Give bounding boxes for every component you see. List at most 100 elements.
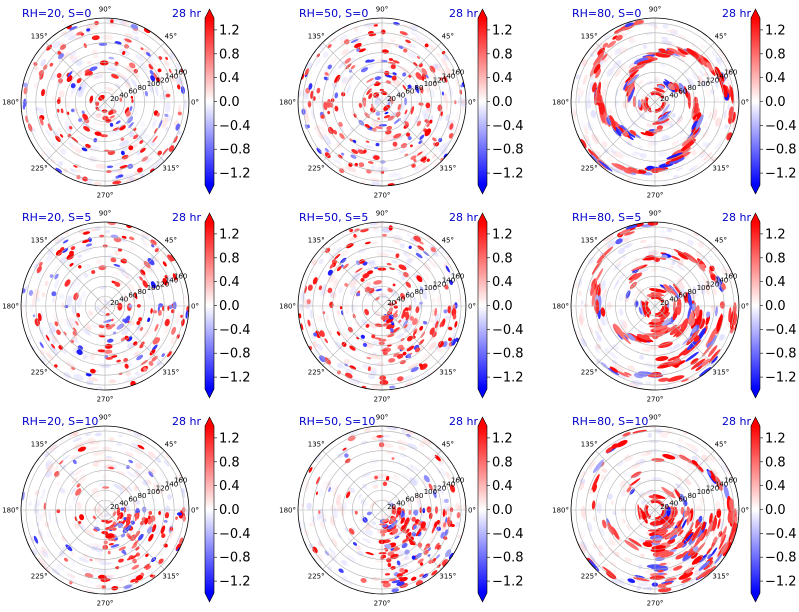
noise-patch xyxy=(331,537,338,547)
convective-cell xyxy=(443,498,449,504)
noise-patch xyxy=(627,46,635,52)
noise-patch xyxy=(632,151,644,156)
noise-patch xyxy=(638,538,647,543)
convective-cell xyxy=(149,349,156,356)
convective-cell xyxy=(397,103,402,111)
noise-patch xyxy=(156,118,162,130)
angle-tick-label: 270° xyxy=(97,396,114,404)
convective-cell xyxy=(39,117,44,126)
convective-cell xyxy=(405,132,411,137)
noise-patch xyxy=(119,490,124,495)
convective-cell xyxy=(355,267,363,273)
noise-patch xyxy=(675,342,682,348)
noise-patch xyxy=(699,306,702,311)
noise-patch xyxy=(712,529,716,537)
noise-patch xyxy=(676,116,683,125)
noise-patch xyxy=(70,83,78,95)
colorbar-outline xyxy=(204,8,215,195)
noise-patch xyxy=(92,26,99,29)
noise-patch xyxy=(59,462,65,468)
convective-cell xyxy=(112,180,122,185)
noise-patch xyxy=(727,103,731,110)
noise-patch xyxy=(423,113,430,122)
convective-cell xyxy=(391,588,400,593)
angle-tick-label: 180° xyxy=(552,303,569,311)
noise-patch xyxy=(706,478,713,488)
angular-gridline xyxy=(45,42,106,103)
noise-patch xyxy=(718,61,726,71)
convective-cell xyxy=(396,507,402,516)
noise-patch xyxy=(342,469,351,478)
convective-cell xyxy=(611,526,620,540)
noise-patch xyxy=(717,253,722,259)
noise-patch xyxy=(692,162,701,169)
convective-cell xyxy=(116,513,122,521)
convective-cell xyxy=(146,52,151,57)
convective-cell xyxy=(712,517,718,532)
convective-cell xyxy=(45,334,50,341)
polar-panel: 20 40 60 80 1001201401600°45°90°135°180°225°… xyxy=(279,210,523,404)
colorbar-tick-label: 0.4 xyxy=(219,71,240,86)
convective-cell xyxy=(699,263,706,270)
noise-patch xyxy=(404,43,413,48)
convective-cell xyxy=(327,110,331,115)
noise-patch xyxy=(614,263,621,271)
radial-tick-label: 60 xyxy=(128,496,137,504)
convective-cell xyxy=(327,44,332,49)
convective-cell xyxy=(139,276,143,281)
panel-time-label: 28 hr xyxy=(449,415,478,428)
noise-patch xyxy=(130,77,138,89)
colorbar-tick-label: −1.2 xyxy=(492,575,524,590)
convective-cell xyxy=(446,516,450,525)
convective-cell xyxy=(91,270,96,274)
noise-patch xyxy=(649,249,659,256)
noise-patch xyxy=(429,260,437,268)
convective-cell xyxy=(405,528,410,534)
convective-cell xyxy=(460,84,463,88)
noise-patch xyxy=(619,47,629,55)
convective-cell xyxy=(356,292,361,297)
noise-patch xyxy=(304,106,308,118)
noise-patch xyxy=(678,103,685,113)
convective-cell xyxy=(62,247,69,253)
noise-patch xyxy=(74,121,81,130)
convective-cell xyxy=(124,363,129,369)
noise-patch xyxy=(161,335,167,343)
noise-patch xyxy=(629,463,641,470)
convective-cell xyxy=(75,488,82,496)
radial-tick-label: 80 xyxy=(415,288,424,296)
noise-patch xyxy=(341,230,351,236)
convective-cell xyxy=(312,277,318,285)
noise-patch xyxy=(704,246,710,252)
noise-patch xyxy=(320,125,328,137)
convective-cell xyxy=(389,516,397,524)
colorbar-outline xyxy=(204,212,215,399)
noise-patch xyxy=(53,531,58,539)
noise-patch xyxy=(640,553,645,558)
convective-cell xyxy=(54,273,59,280)
noise-patch xyxy=(340,53,349,61)
convective-cell xyxy=(690,358,706,370)
noise-patch xyxy=(431,280,437,291)
convective-cell xyxy=(391,457,395,460)
noise-patch xyxy=(305,482,310,492)
colorbar-outline xyxy=(477,8,488,195)
convective-cell xyxy=(624,539,640,551)
convective-cell xyxy=(95,101,100,106)
noise-patch xyxy=(401,473,409,479)
noise-patch xyxy=(405,465,415,472)
noise-patch xyxy=(576,330,583,340)
noise-patch xyxy=(691,43,696,48)
noise-patch xyxy=(322,480,329,489)
convective-cell xyxy=(693,53,704,65)
noise-patch xyxy=(332,485,338,497)
convective-cell xyxy=(383,114,391,119)
convective-cell xyxy=(354,162,358,167)
convective-cell xyxy=(171,326,177,335)
convective-cell xyxy=(439,321,443,328)
noise-patch xyxy=(161,116,168,129)
noise-patch xyxy=(616,103,623,114)
convective-cell xyxy=(680,146,688,152)
noise-patch xyxy=(714,129,720,138)
convective-cell xyxy=(134,513,138,522)
